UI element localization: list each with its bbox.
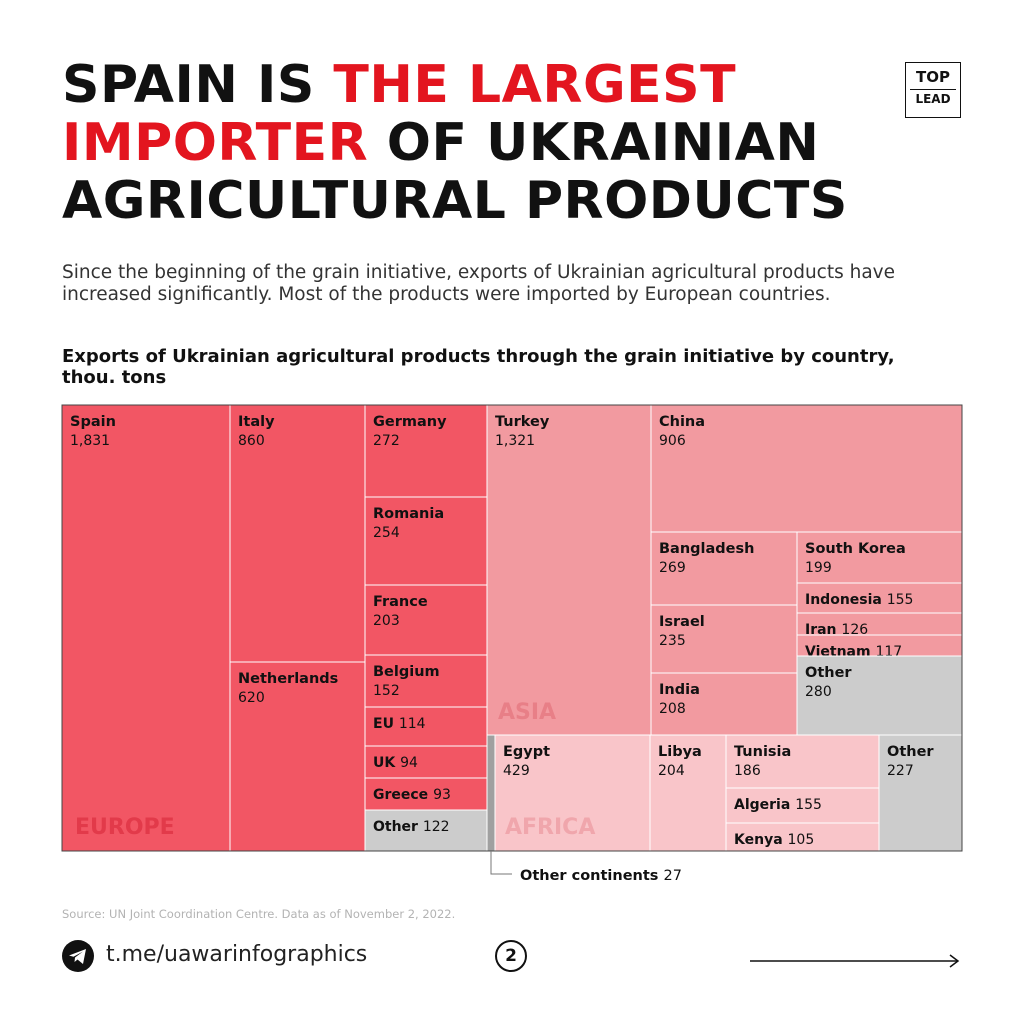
cell-europe-france	[364, 584, 488, 656]
label-africa-kenya: Kenya 105	[734, 832, 814, 848]
value-africa-tunisia: 186	[734, 763, 761, 779]
label-europe-uk: UK 94	[373, 755, 418, 771]
cell-africa-algeria	[725, 787, 880, 824]
value-africa-libya: 204	[658, 763, 685, 779]
label-europe-greece: Greece 93	[373, 787, 451, 803]
label-europe-italy: Italy	[238, 414, 275, 430]
value-asia-bangladesh: 269	[659, 560, 686, 576]
label-europe-romania: Romania	[373, 506, 444, 522]
value-europe-romania: 254	[373, 525, 400, 541]
page-title: SPAIN IS THE LARGEST IMPORTER OF UKRAINI…	[62, 56, 922, 230]
cell-africa-tunisia	[725, 734, 880, 789]
title-part-2: OF UKRAINIAN AGRICULTURAL PRODUCTS	[62, 113, 848, 231]
cell-europe-eu	[364, 706, 488, 747]
cell-africa-libya	[649, 734, 727, 852]
cell-africa-other	[878, 734, 963, 852]
label-europe-belgium: Belgium	[373, 664, 440, 680]
label-asia-turkey: Turkey	[495, 414, 550, 430]
label-africa-egypt: Egypt	[503, 744, 550, 760]
label-other-continents: Other continents 27	[520, 868, 682, 884]
value-europe-netherlands: 620	[238, 690, 265, 706]
value-asia-israel: 235	[659, 633, 686, 649]
group-label-europe: EUROPE	[75, 815, 175, 840]
label-africa-other: Other	[887, 744, 934, 760]
label-asia-israel: Israel	[659, 614, 705, 630]
label-africa-algeria: Algeria 155	[734, 797, 822, 813]
cell-europe-spain	[61, 404, 231, 852]
value-africa-egypt: 429	[503, 763, 530, 779]
cell-asia-israel	[650, 604, 798, 674]
value-europe-germany: 272	[373, 433, 400, 449]
other-continents-leader-line	[490, 851, 512, 875]
logo-bottom-text: LEAD	[915, 92, 951, 106]
source-note: Source: UN Joint Coordination Centre. Da…	[62, 907, 456, 921]
subtitle: Since the beginning of the grain initiat…	[62, 262, 896, 305]
value-asia-india: 208	[659, 701, 686, 717]
value-asia-other: 280	[805, 684, 832, 700]
label-europe-france: France	[373, 594, 428, 610]
cell-asia-india	[650, 672, 798, 736]
label-europe-germany: Germany	[373, 414, 447, 430]
page-number: 2	[495, 940, 527, 972]
label-asia-south-korea: South Korea	[805, 541, 906, 557]
value-europe-france: 203	[373, 613, 400, 629]
value-europe-belgium: 152	[373, 683, 400, 699]
group-label-africa: AFRICA	[505, 815, 595, 840]
chart-title: Exports of Ukrainian agricultural produc…	[62, 346, 895, 388]
cell-europe-netherlands	[229, 661, 366, 852]
cell-asia-turkey	[486, 404, 652, 736]
title-part-1: SPAIN IS	[62, 55, 334, 115]
group-label-asia: ASIA	[498, 700, 556, 725]
telegram-link[interactable]: t.me/uawarinfographics	[106, 942, 368, 967]
label-asia-china: China	[659, 414, 705, 430]
label-asia-iran: Iran 126	[805, 622, 868, 638]
cell-africa-kenya	[725, 822, 880, 852]
label-africa-tunisia: Tunisia	[734, 744, 791, 760]
value-asia-turkey: 1,321	[495, 433, 535, 449]
value-europe-spain: 1,831	[70, 433, 110, 449]
cell-asia-south-korea	[796, 531, 963, 584]
cell-africa-egypt	[494, 734, 651, 852]
cell-asia-indonesia	[796, 582, 963, 614]
logo-divider	[910, 89, 956, 90]
label-asia-other: Other	[805, 665, 852, 681]
treemap-frame	[61, 404, 963, 852]
label-asia-india: India	[659, 682, 700, 698]
cell-asia-china	[650, 404, 963, 533]
cell-europe-romania	[364, 496, 488, 586]
value-europe-italy: 860	[238, 433, 265, 449]
title-highlight: THE LARGEST IMPORTER	[62, 55, 737, 173]
treemap-chart: Spain 1,831 Italy 860 Netherlands 620 Germany 2…	[61, 404, 963, 884]
cell-asia-bangladesh	[650, 531, 798, 606]
arrow-right-icon[interactable]	[750, 952, 962, 968]
cell-asia-other	[796, 655, 963, 736]
label-asia-indonesia: Indonesia 155	[805, 592, 913, 608]
telegram-icon	[62, 940, 94, 972]
cell-other-continents	[486, 734, 496, 852]
logo-top-text: TOP	[916, 68, 950, 86]
value-africa-other: 227	[887, 763, 914, 779]
label-europe-netherlands: Netherlands	[238, 671, 338, 687]
label-europe-spain: Spain	[70, 414, 116, 430]
label-europe-eu: EU 114	[373, 716, 426, 732]
label-europe-other: Other 122	[373, 819, 450, 835]
label-africa-libya: Libya	[658, 744, 702, 760]
top-lead-logo: TOP LEAD	[905, 62, 961, 118]
value-asia-south-korea: 199	[805, 560, 832, 576]
label-asia-bangladesh: Bangladesh	[659, 541, 754, 557]
cell-europe-belgium	[364, 654, 488, 708]
value-asia-china: 906	[659, 433, 686, 449]
cell-europe-greece	[364, 777, 488, 811]
